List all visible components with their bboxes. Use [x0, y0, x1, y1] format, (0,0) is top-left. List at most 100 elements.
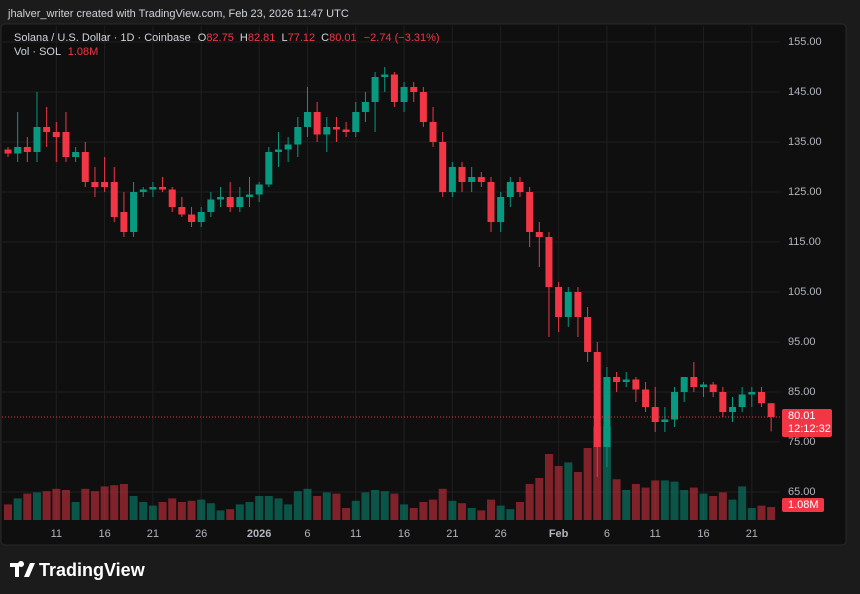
candle-body — [400, 87, 408, 102]
x-tick-label: 11 — [350, 528, 361, 540]
candle-body — [371, 77, 379, 102]
x-tick-label: 21 — [446, 528, 458, 540]
volume-bar — [438, 488, 447, 520]
x-tick-label: 26 — [495, 528, 507, 540]
volume-bar — [13, 498, 22, 520]
volume-bar — [4, 504, 12, 520]
x-tick-label: 16 — [697, 528, 709, 540]
candle-body — [603, 377, 611, 447]
x-tick-label: 16 — [98, 528, 110, 540]
volume-bar — [525, 484, 534, 520]
candle-body — [622, 379, 630, 382]
candle-body — [149, 187, 157, 190]
volume-bar — [177, 502, 186, 520]
candle-body — [526, 192, 534, 232]
x-tick-label: 21 — [147, 528, 159, 540]
volume-bar — [255, 496, 264, 520]
volume-bar — [477, 510, 486, 520]
volume-bar — [419, 502, 428, 520]
candle-body — [381, 74, 389, 77]
volume-bar — [718, 492, 727, 520]
volume-legend: Vol · SOL 1.08M — [14, 46, 98, 58]
candle-body — [265, 152, 273, 185]
candle-body — [168, 189, 176, 207]
y-tick-label: 75.00 — [788, 436, 816, 448]
countdown: 12:12:32 — [788, 423, 831, 435]
candle-body — [545, 237, 553, 287]
volume-bar — [90, 491, 99, 520]
candle-body — [313, 112, 321, 135]
change: −2.74 (−3.31%) — [364, 32, 440, 44]
candle-body — [574, 292, 582, 317]
volume-bar — [81, 488, 90, 520]
candle-body — [487, 182, 495, 222]
y-tick-label: 145.00 — [788, 86, 822, 98]
volume-bar — [23, 493, 32, 520]
candle-body — [91, 182, 99, 187]
x-tick-label: 11 — [650, 528, 661, 540]
candle-body — [661, 419, 669, 422]
volume-bar — [158, 502, 167, 520]
volume-tag — [782, 498, 824, 513]
volume-bar — [506, 509, 515, 520]
y-tick-label: 105.00 — [788, 286, 822, 298]
volume-bar — [660, 480, 669, 520]
candle-body — [14, 147, 22, 154]
candle-body — [429, 122, 437, 142]
candle-body — [361, 102, 369, 112]
candle-body — [390, 74, 398, 102]
volume-bar — [651, 480, 660, 520]
candle-body — [584, 317, 592, 352]
close-value: 80.01 — [329, 32, 357, 44]
candle-body — [767, 403, 775, 417]
candle-body — [226, 197, 234, 207]
candle-body — [671, 392, 679, 420]
candle-body — [303, 112, 311, 127]
candle-body — [477, 177, 485, 182]
volume-bar — [535, 478, 544, 520]
candle-body — [757, 392, 765, 404]
volume-bar — [573, 472, 582, 520]
candle-body — [33, 127, 41, 152]
candle-body — [690, 377, 698, 387]
credit: jhalver_writer created with TradingView.… — [7, 8, 349, 20]
candle-body — [632, 379, 640, 390]
candle-body — [101, 182, 109, 187]
brand-name: TradingView — [39, 560, 146, 580]
candle-body — [680, 377, 688, 392]
x-tick-label: Feb — [549, 528, 569, 540]
candle-body — [719, 392, 727, 412]
volume-bar — [622, 490, 631, 520]
candle-body — [62, 132, 70, 157]
candle-body — [564, 292, 572, 317]
candle-body — [497, 197, 505, 222]
candle-body — [700, 384, 708, 387]
volume-bar — [61, 490, 70, 520]
volume-bar — [71, 502, 80, 520]
volume-bar — [757, 505, 766, 520]
candle-body — [642, 389, 650, 407]
y-tick-label: 155.00 — [788, 36, 822, 48]
candle-body — [458, 167, 466, 182]
candle-body — [613, 377, 621, 382]
candle-body — [207, 199, 215, 212]
volume-bar — [110, 485, 119, 520]
ohlc-label: C — [321, 32, 329, 44]
y-tick-label: 85.00 — [788, 386, 816, 398]
volume-bar — [100, 486, 109, 520]
volume-label: Vol · SOL — [14, 46, 61, 58]
plot: 65.00 75.00 85.00 95.00 105.00 115.00 125.00 13… — [2, 26, 832, 540]
candle-body — [130, 192, 138, 232]
volume-bar — [467, 508, 476, 520]
y-tick-label: 115.00 — [788, 236, 821, 248]
volume-bar — [245, 502, 254, 520]
legend: Solana / U.S. Dollar · 1D · Coinbase O82… — [14, 32, 440, 44]
volume-bar — [583, 448, 592, 520]
candle-body — [555, 287, 563, 317]
ohlc-label: O — [198, 32, 207, 44]
price-tag — [782, 408, 832, 437]
volume-bar — [274, 498, 283, 520]
candle-body — [439, 142, 447, 192]
